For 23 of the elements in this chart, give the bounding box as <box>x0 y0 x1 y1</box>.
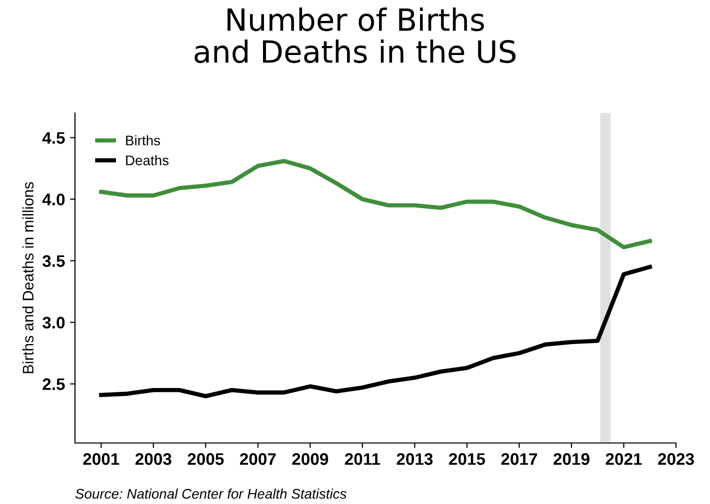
x-tick-label: 2019 <box>554 453 590 465</box>
x-tick-label: 2023 <box>658 453 694 465</box>
x-tick-label: 2013 <box>396 453 433 465</box>
x-tick-label: 2003 <box>135 453 172 465</box>
x-tick-label: 2009 <box>292 453 328 465</box>
x-tick-label: 2015 <box>449 453 486 465</box>
source-note: Source: National Center for Health Statistics <box>75 488 346 499</box>
legend-label: Births <box>126 135 160 146</box>
y-tick-label: 4.0 <box>42 194 65 206</box>
y-tick-label: 3.5 <box>42 255 65 267</box>
x-tick-label: 2021 <box>606 453 642 465</box>
y-axis-title: Births and Deaths in millions <box>22 182 34 374</box>
y-tick-label: 4.5 <box>42 132 65 144</box>
line-series <box>99 264 652 398</box>
x-tick-label: 2005 <box>188 453 224 465</box>
y-tick-label: 3.0 <box>42 316 65 329</box>
x-tick-label: 2017 <box>501 453 538 465</box>
x-tick-label: 2011 <box>344 453 380 465</box>
x-tick-label: 2001 <box>83 453 120 465</box>
chart-title: Number of Births and Deaths in the US <box>194 8 516 64</box>
legend-label: Deaths <box>126 155 169 166</box>
x-tick-label: 2007 <box>240 453 276 465</box>
y-tick-label: 2.5 <box>42 378 65 390</box>
